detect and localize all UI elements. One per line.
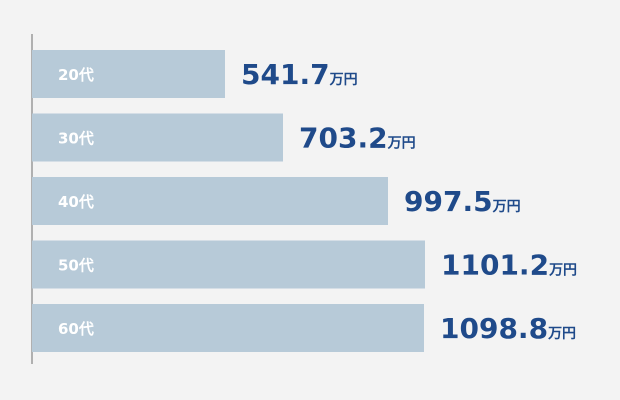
category-label: 30代 (58, 130, 94, 148)
value-unit: 万円 (387, 136, 416, 152)
value-unit: 万円 (548, 263, 577, 279)
value-unit: 万円 (329, 72, 358, 88)
value-unit: 万円 (492, 199, 521, 215)
value-label: 997.5万円 (404, 185, 521, 218)
bar (32, 240, 425, 289)
value-unit: 万円 (547, 326, 576, 342)
value-label: 541.7万円 (241, 58, 358, 91)
value-number: 541.7 (241, 58, 330, 91)
value-label: 1098.8万円 (440, 312, 576, 345)
value-number: 997.5 (404, 185, 493, 218)
value-number: 703.2 (299, 122, 388, 155)
value-label: 1101.2万円 (441, 249, 577, 282)
category-label: 50代 (58, 257, 94, 275)
bar (32, 177, 388, 225)
value-number: 1101.2 (441, 249, 549, 282)
bar (32, 50, 225, 98)
bar (32, 304, 424, 352)
value-label: 703.2万円 (299, 122, 416, 155)
bar (32, 113, 283, 162)
category-label: 20代 (58, 66, 94, 84)
category-label: 60代 (58, 320, 94, 338)
value-number: 1098.8 (440, 312, 548, 345)
category-label: 40代 (58, 193, 94, 211)
